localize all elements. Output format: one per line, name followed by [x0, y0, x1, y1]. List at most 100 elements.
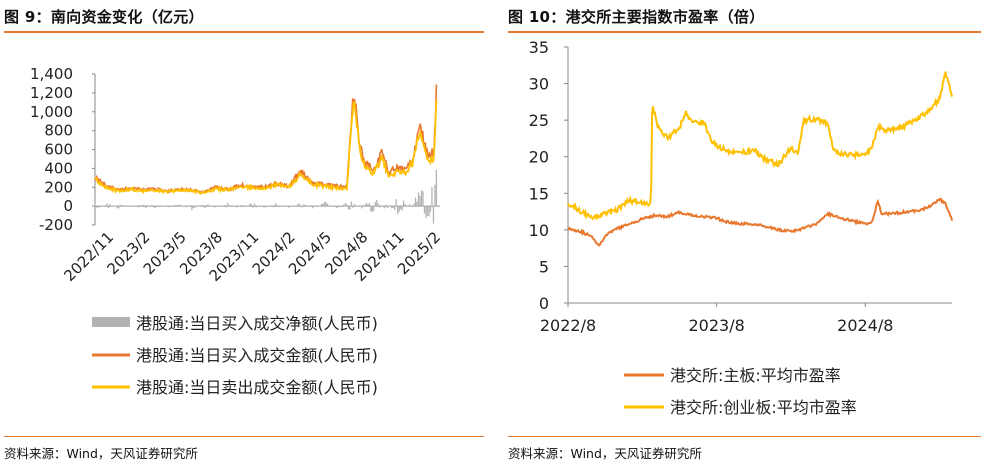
right-y-tick-label: 35	[529, 38, 549, 57]
left-net-bar	[274, 203, 277, 207]
left-net-bar	[228, 204, 230, 207]
left-net-bar	[386, 206, 388, 209]
left-source: 资料来源：Wind，天风证券研究所	[4, 446, 198, 461]
left-net-bar	[398, 206, 400, 212]
right-y-tick-label: 5	[539, 257, 549, 276]
left-net-bar	[315, 206, 317, 207]
left-net-bar	[189, 205, 192, 207]
right-y-tick-label: 15	[529, 184, 549, 203]
left-net-bar	[365, 202, 368, 207]
left-net-bar	[414, 197, 417, 207]
left-net-bar	[329, 205, 332, 207]
right-x-tick-label: 2022/8	[540, 316, 596, 335]
left-net-bar	[143, 205, 145, 207]
left-net-bar	[344, 203, 347, 207]
left-net-bar	[253, 203, 256, 207]
left-net-bar	[325, 202, 327, 207]
left-net-bar	[158, 206, 160, 208]
left-net-bar	[322, 203, 324, 207]
left-net-bar	[411, 206, 414, 208]
right-title-rule	[508, 31, 981, 33]
left-net-bar	[364, 204, 366, 207]
left-net-bar	[377, 203, 379, 207]
left-net-bar	[370, 206, 372, 212]
left-series-line	[94, 84, 438, 194]
left-net-bar	[359, 205, 362, 207]
left-y-tick-label: 1,000	[30, 103, 73, 121]
left-net-bar	[94, 203, 96, 207]
left-net-bar	[338, 206, 341, 208]
legend-swatch-net	[92, 317, 130, 327]
right-chart: 35 30 25 20 15 10 5 0 2022/8 2023/8 2024/8 港交所:主板:平…	[529, 38, 953, 417]
left-y-tick-label: 800	[44, 122, 73, 140]
left-net-bar	[420, 190, 423, 207]
left-net-bar	[130, 206, 132, 207]
left-net-bar	[224, 205, 226, 207]
left-net-bar	[115, 205, 117, 207]
left-net-bar	[426, 206, 429, 216]
left-net-bar	[146, 205, 148, 207]
legend-label: 港股通:当日买入成交金额(人民币)	[136, 346, 378, 365]
right-panel: 图 10：港交所主要指数市盈率（倍） 35 30 25 20 15 10 5 0 2022/8 2…	[504, 0, 987, 466]
left-net-bar	[188, 205, 190, 207]
left-net-bar	[419, 196, 421, 207]
left-net-bar	[429, 206, 432, 213]
left-net-bar	[391, 206, 393, 209]
left-y-tick-label: 1,400	[30, 65, 73, 83]
right-series-line	[567, 71, 953, 221]
left-net-bar	[213, 206, 215, 208]
left-net-bar	[104, 206, 107, 208]
left-net-bar	[206, 204, 208, 207]
left-panel: 图 9：南向资金变化（亿元） 1,400 1,200 1,000 800 600 400 2…	[0, 0, 490, 466]
left-net-bar	[225, 206, 227, 208]
left-net-bar	[230, 206, 232, 208]
left-net-bar	[417, 192, 420, 207]
left-net-bar	[343, 204, 345, 207]
left-source-rule	[4, 436, 484, 437]
left-net-bar	[402, 200, 405, 207]
left-y-tick-label: -200	[39, 216, 73, 234]
left-net-bar	[203, 206, 205, 208]
right-y-tick-label: 10	[529, 221, 549, 240]
left-y-tick-label: 400	[44, 159, 73, 177]
left-net-bar	[367, 204, 369, 207]
left-net-bar	[98, 206, 101, 207]
left-net-bar	[262, 206, 265, 208]
left-net-bar	[179, 204, 181, 207]
left-net-bar	[289, 205, 291, 207]
left-net-bar	[382, 206, 384, 207]
left-net-bar	[137, 206, 139, 208]
left-net-bar	[110, 205, 113, 207]
left-net-bar	[140, 205, 142, 207]
left-net-bar	[374, 201, 376, 207]
left-net-bar	[236, 206, 238, 208]
left-net-bar	[428, 206, 430, 217]
right-source-rule	[508, 436, 981, 437]
left-net-bar	[297, 204, 299, 207]
left-net-bar	[185, 206, 187, 208]
left-net-bar	[373, 206, 375, 211]
left-net-bar	[295, 205, 297, 207]
left-net-bar	[404, 204, 406, 207]
right-legend-label: 港交所:创业板:平均市盈率	[670, 398, 857, 417]
left-net-bar	[241, 206, 244, 208]
left-y-tick-label: 200	[44, 178, 73, 196]
left-net-bar	[298, 203, 300, 207]
left-net-bar	[303, 204, 305, 207]
right-x-tick-label: 2024/8	[837, 316, 893, 335]
left-net-bar	[195, 205, 198, 207]
left-net-bar	[401, 206, 403, 211]
left-net-bar	[328, 206, 330, 207]
left-net-bar	[265, 206, 268, 208]
left-chart: 1,4001,2001,0008006004002000-2002022/112…	[30, 65, 444, 397]
left-net-bar	[349, 206, 351, 210]
left-net-bar	[383, 206, 385, 209]
left-net-bar	[240, 204, 242, 207]
left-net-bar	[371, 206, 373, 212]
left-title-rule	[4, 31, 484, 33]
left-net-bar	[243, 205, 245, 207]
left-net-bar	[423, 206, 426, 214]
left-net-bar	[154, 206, 156, 208]
left-net-bar	[425, 206, 427, 219]
left-net-bar	[121, 205, 123, 207]
